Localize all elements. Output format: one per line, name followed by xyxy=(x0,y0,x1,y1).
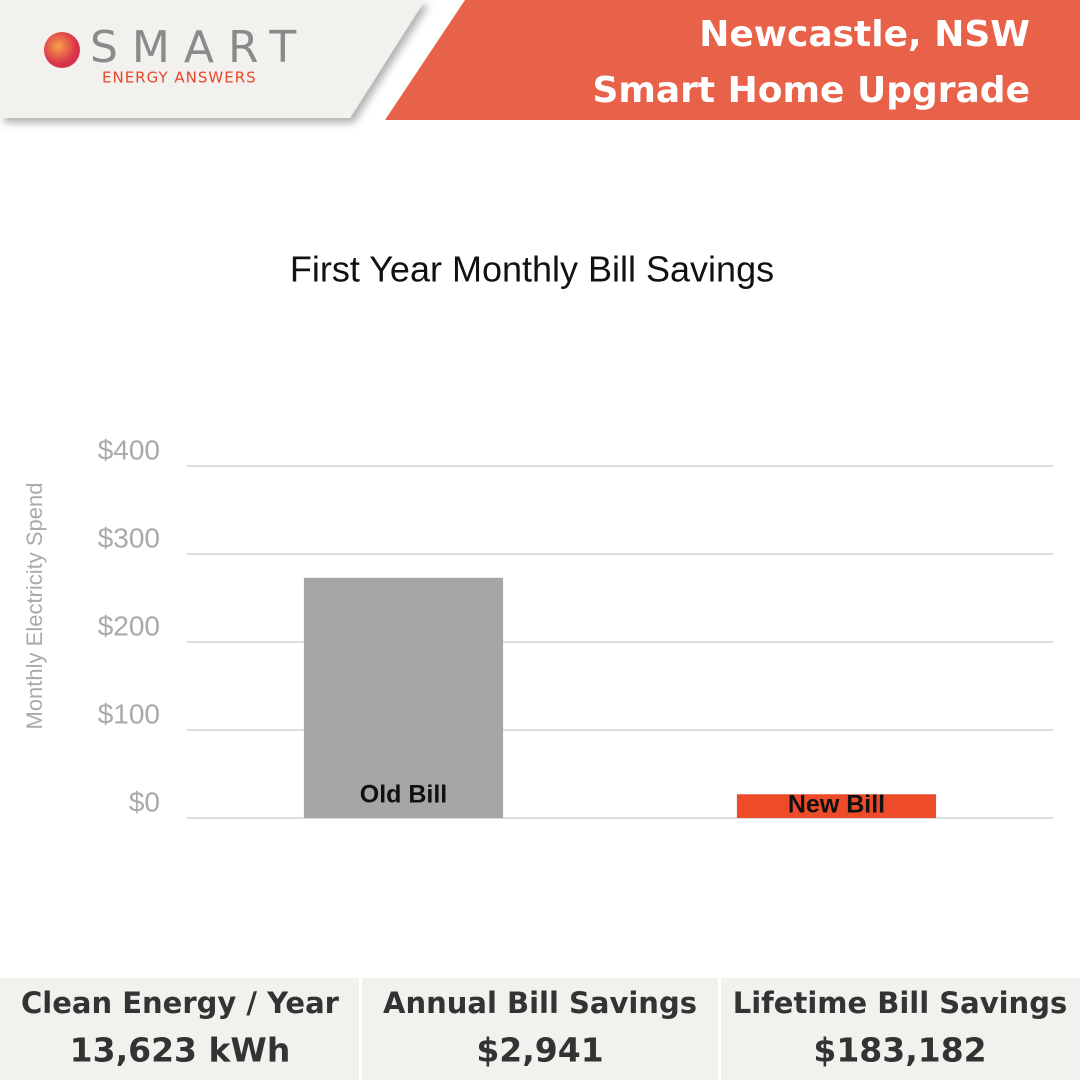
y-tick-label: $300 xyxy=(98,522,160,553)
logo-name: SMART xyxy=(90,22,310,73)
y-tick-label: $400 xyxy=(98,434,160,465)
stat-label: Clean Energy / Year xyxy=(21,986,340,1020)
y-tick-label: $0 xyxy=(129,786,160,817)
stat-label: Annual Bill Savings xyxy=(383,986,697,1020)
chart-title: First Year Monthly Bill Savings xyxy=(290,249,774,290)
y-tick-label: $100 xyxy=(98,698,160,729)
bar xyxy=(303,577,504,818)
bar-label: Old Bill xyxy=(360,781,448,809)
stat-value: $183,182 xyxy=(813,1031,986,1070)
stat-box xyxy=(362,978,718,1080)
logo-tagline: ENERGY ANSWERS xyxy=(102,69,257,87)
header-panel xyxy=(385,0,1080,120)
stat-box xyxy=(721,978,1080,1080)
header-title: Smart Home Upgrade xyxy=(592,70,1030,111)
bar-label: New Bill xyxy=(788,791,885,819)
stat-value: $2,941 xyxy=(476,1031,603,1070)
logo-icon xyxy=(44,32,80,68)
header-location: Newcastle, NSW xyxy=(699,14,1030,55)
y-tick-label: $200 xyxy=(98,610,160,641)
bar xyxy=(736,794,937,818)
logo-panel xyxy=(0,0,425,118)
stat-label: Lifetime Bill Savings xyxy=(733,986,1067,1020)
y-axis-label: Monthly Electricity Spend xyxy=(22,483,47,730)
stat-value: 13,623 kWh xyxy=(70,1031,291,1070)
stat-box xyxy=(0,978,359,1080)
